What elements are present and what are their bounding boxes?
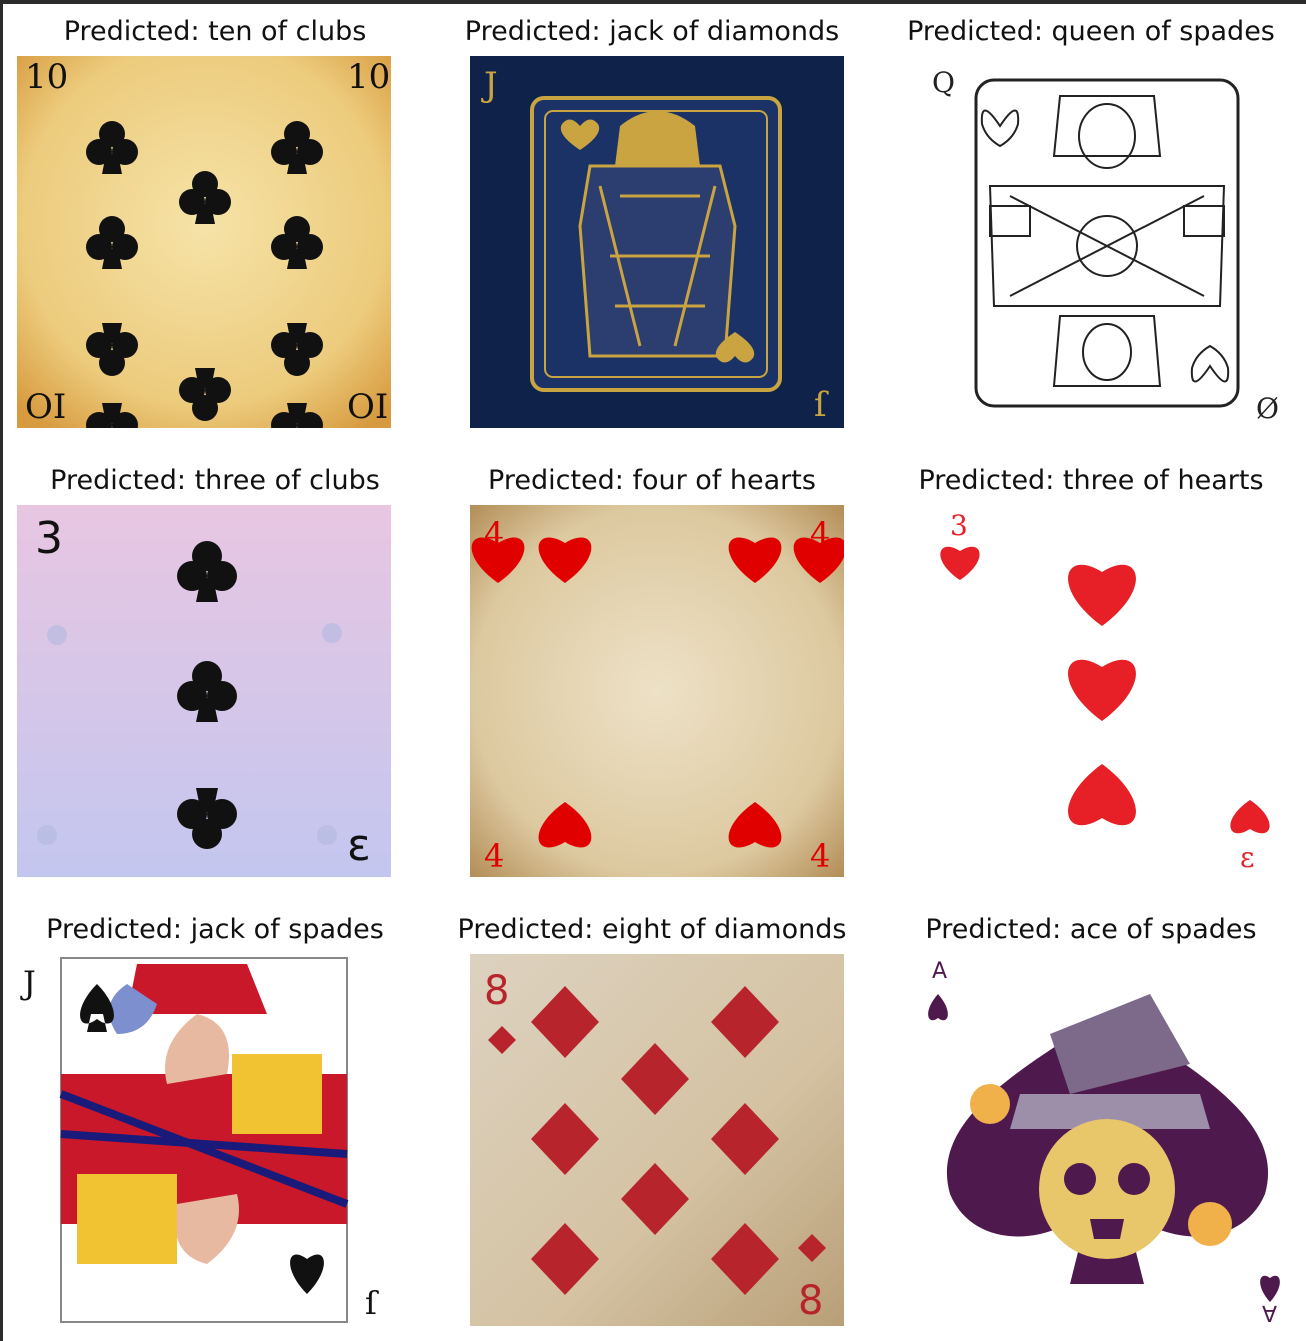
window-top-border bbox=[0, 0, 1306, 4]
svg-text:ſ: ſ bbox=[814, 385, 829, 425]
panel-eight-of-diamonds: Predicted: eight of diamonds bbox=[437, 898, 867, 1338]
panel-title: Predicted: four of hearts bbox=[488, 465, 816, 496]
panel-title: Predicted: ten of clubs bbox=[63, 16, 367, 47]
card-image-four-of-hearts: 4 4 4 4 bbox=[470, 505, 844, 877]
svg-text:4: 4 bbox=[484, 837, 504, 875]
svg-text:ɛ: ɛ bbox=[347, 820, 371, 871]
panel-title: Predicted: jack of diamonds bbox=[464, 16, 840, 47]
panel-queen-of-spades: Predicted: queen of spades Q Ø bbox=[876, 0, 1306, 440]
card-image-three-of-clubs: 3 ɛ bbox=[17, 505, 391, 877]
svg-text:J: J bbox=[481, 65, 498, 105]
ace-halloween-card: A ∀ bbox=[920, 954, 1294, 1326]
panel-title: Predicted: queen of spades bbox=[907, 16, 1275, 47]
panel-title: Predicted: three of clubs bbox=[50, 465, 380, 496]
svg-text:4: 4 bbox=[810, 837, 830, 875]
eight-of-diamonds-card: 8 8 bbox=[470, 954, 844, 1326]
panel-title: Predicted: jack of spades bbox=[46, 914, 384, 945]
panel-title: Predicted: eight of diamonds bbox=[457, 914, 847, 945]
svg-text:10: 10 bbox=[347, 57, 390, 97]
svg-text:OI: OI bbox=[347, 387, 388, 427]
card-image-eight-of-diamonds: 8 8 bbox=[470, 954, 844, 1326]
svg-text:10: 10 bbox=[25, 57, 68, 97]
card-image-jack-of-spades: J ſ bbox=[17, 954, 391, 1326]
panel-jack-of-spades: Predicted: jack of spades J ſ bbox=[0, 898, 430, 1338]
panel-ten-of-clubs: Predicted: ten of clubs bbox=[0, 0, 430, 440]
panel-title: Predicted: three of hearts bbox=[918, 465, 1264, 496]
window-left-border bbox=[0, 0, 3, 1341]
card-image-three-of-hearts: 3 ɛ bbox=[920, 505, 1294, 877]
svg-text:8: 8 bbox=[798, 1278, 823, 1324]
card-image-ten-of-clubs: 10 10 OI OI bbox=[17, 56, 391, 428]
panel-title: Predicted: ace of spades bbox=[925, 914, 1257, 945]
svg-text:Q: Q bbox=[932, 66, 955, 99]
svg-text:4: 4 bbox=[810, 515, 830, 553]
svg-text:3: 3 bbox=[35, 513, 63, 564]
panel-jack-of-diamonds: Predicted: jack of diamonds J ſ bbox=[437, 0, 867, 440]
panel-three-of-hearts: Predicted: three of hearts 3 ɛ bbox=[876, 449, 1306, 889]
svg-text:∀: ∀ bbox=[1262, 1303, 1277, 1326]
svg-text:A: A bbox=[932, 959, 947, 984]
svg-text:ɛ: ɛ bbox=[1240, 841, 1255, 874]
svg-text:OI: OI bbox=[25, 387, 66, 427]
svg-text:ſ: ſ bbox=[365, 1284, 379, 1322]
panel-four-of-hearts: Predicted: four of hearts 4 4 bbox=[437, 449, 867, 889]
three-of-hearts-card: 3 ɛ bbox=[920, 505, 1294, 877]
three-of-clubs-card: 3 ɛ bbox=[17, 505, 391, 877]
svg-text:J: J bbox=[20, 964, 36, 1002]
svg-text:8: 8 bbox=[484, 968, 509, 1014]
four-of-hearts-card: 4 4 4 4 bbox=[470, 505, 844, 877]
panel-three-of-clubs: Predicted: three of clubs bbox=[0, 449, 430, 889]
card-image-ace-halloween: A ∀ bbox=[920, 954, 1294, 1326]
svg-text:Ø: Ø bbox=[1256, 392, 1279, 425]
svg-text:4: 4 bbox=[484, 515, 504, 553]
card-image-queen-outline: Q Ø bbox=[920, 56, 1294, 428]
jack-of-spades-card: J ſ bbox=[17, 954, 391, 1326]
card-image-jack-gold: J ſ bbox=[470, 56, 844, 428]
queen-outline-card: Q Ø bbox=[920, 56, 1294, 428]
jack-gold-card: J ſ bbox=[470, 56, 844, 428]
panel-ace-of-spades: Predicted: ace of spades A ∀ bbox=[876, 898, 1306, 1338]
ten-of-clubs-card: 10 10 OI OI bbox=[17, 56, 391, 428]
svg-text:3: 3 bbox=[950, 509, 968, 542]
